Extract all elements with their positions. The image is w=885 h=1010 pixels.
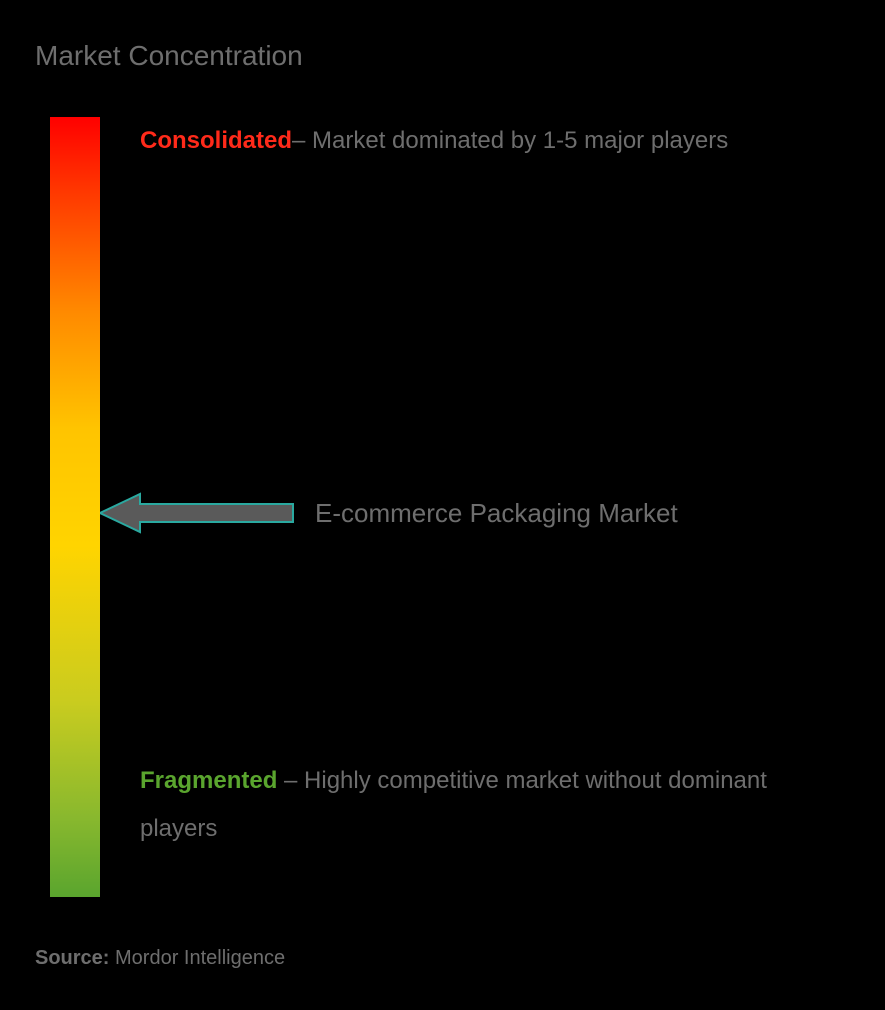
market-pointer: E-commerce Packaging Market: [100, 492, 678, 534]
consolidated-description: Consolidated– Market dominated by 1-5 ma…: [140, 117, 830, 165]
content-area: Consolidated– Market dominated by 1-5 ma…: [35, 117, 850, 897]
labels-column: Consolidated– Market dominated by 1-5 ma…: [100, 117, 850, 897]
consolidated-text: – Market dominated by 1-5 major players: [292, 127, 728, 154]
source-value: Mordor Intelligence: [109, 947, 285, 969]
source-attribution: Source: Mordor Intelligence: [35, 947, 285, 970]
page-title: Market Concentration: [35, 40, 850, 72]
concentration-gradient-bar: [50, 117, 100, 897]
arrow-shape: [100, 494, 293, 532]
market-name-label: E-commerce Packaging Market: [315, 498, 678, 529]
fragmented-label: Fragmented: [140, 767, 277, 794]
arrow-left-icon: [100, 492, 295, 534]
consolidated-label: Consolidated: [140, 127, 292, 154]
source-label: Source:: [35, 947, 109, 969]
fragmented-description: Fragmented – Highly competitive market w…: [140, 757, 830, 853]
